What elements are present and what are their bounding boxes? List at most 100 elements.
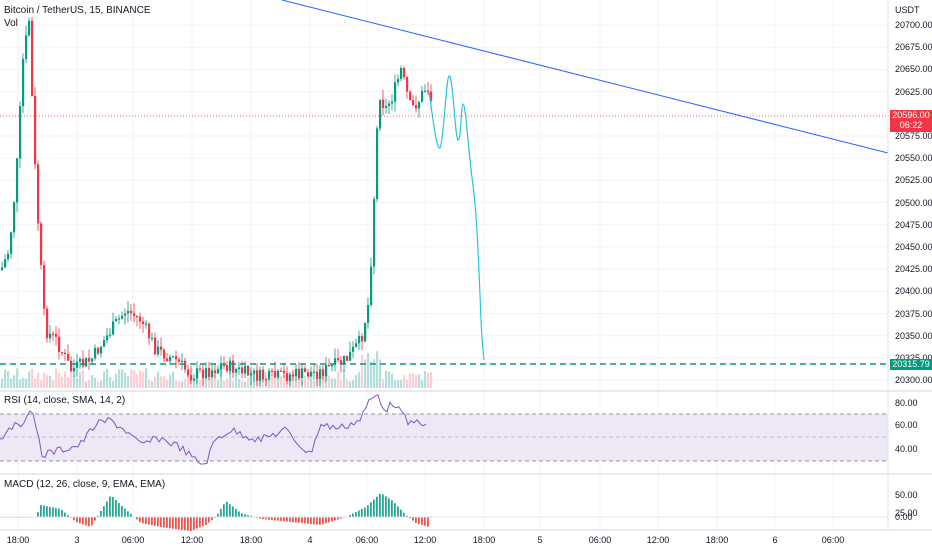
candle[interactable]	[271, 370, 274, 373]
candle[interactable]	[376, 128, 379, 200]
projection-path[interactable]	[428, 75, 485, 361]
candle[interactable]	[217, 369, 220, 374]
candle[interactable]	[121, 315, 124, 319]
candle[interactable]	[403, 68, 406, 78]
candle[interactable]	[85, 357, 88, 367]
candle[interactable]	[124, 313, 127, 316]
candle[interactable]	[424, 90, 427, 92]
candle[interactable]	[229, 360, 232, 371]
candle[interactable]	[106, 335, 109, 341]
candle[interactable]	[118, 318, 121, 320]
candle[interactable]	[388, 103, 391, 106]
candle[interactable]	[178, 359, 181, 362]
candle[interactable]	[64, 352, 67, 355]
candle[interactable]	[352, 346, 355, 352]
candle[interactable]	[223, 364, 226, 367]
candle[interactable]	[250, 373, 253, 376]
candle[interactable]	[16, 158, 19, 203]
candle[interactable]	[109, 334, 112, 336]
candle[interactable]	[304, 368, 307, 373]
candle[interactable]	[253, 370, 256, 374]
candle[interactable]	[283, 370, 286, 374]
candle[interactable]	[49, 333, 52, 339]
candle[interactable]	[226, 364, 229, 371]
candle[interactable]	[100, 346, 103, 354]
candle[interactable]	[343, 355, 346, 365]
candle[interactable]	[205, 368, 208, 378]
candle[interactable]	[355, 343, 358, 347]
candle[interactable]	[133, 313, 136, 316]
candle[interactable]	[4, 259, 7, 268]
candle[interactable]	[421, 90, 424, 102]
candle[interactable]	[91, 358, 94, 362]
candle[interactable]	[127, 310, 130, 314]
candle[interactable]	[10, 232, 13, 254]
macd-title[interactable]: MACD (12, 26, close, 9, EMA, EMA)	[4, 479, 166, 490]
candle[interactable]	[220, 364, 223, 370]
candle[interactable]	[139, 316, 142, 322]
candle[interactable]	[397, 78, 400, 83]
candle[interactable]	[364, 322, 367, 342]
candle[interactable]	[160, 346, 163, 350]
candle[interactable]	[199, 368, 202, 370]
candle[interactable]	[328, 364, 331, 367]
candle[interactable]	[73, 367, 76, 372]
candle[interactable]	[76, 361, 79, 368]
candle[interactable]	[151, 337, 154, 340]
candle[interactable]	[361, 336, 364, 342]
candle[interactable]	[196, 368, 199, 379]
candle[interactable]	[379, 99, 382, 129]
candle[interactable]	[148, 323, 151, 339]
candle[interactable]	[322, 369, 325, 377]
candle[interactable]	[7, 253, 10, 260]
candle[interactable]	[40, 223, 43, 265]
candle[interactable]	[43, 264, 46, 309]
candle[interactable]	[208, 368, 211, 377]
candle[interactable]	[46, 308, 49, 339]
candle[interactable]	[154, 337, 157, 355]
candle[interactable]	[190, 375, 193, 381]
candle[interactable]	[430, 91, 433, 102]
candle[interactable]	[211, 370, 214, 377]
candle[interactable]	[169, 356, 172, 362]
candle[interactable]	[346, 355, 349, 361]
candle[interactable]	[34, 95, 37, 165]
candle[interactable]	[337, 358, 340, 361]
volume-label[interactable]: Vol	[4, 18, 18, 29]
candle[interactable]	[13, 202, 16, 233]
candle[interactable]	[130, 310, 133, 314]
candle[interactable]	[280, 370, 283, 372]
candle[interactable]	[175, 356, 178, 360]
candle[interactable]	[202, 369, 205, 378]
candle[interactable]	[1, 267, 4, 270]
candle[interactable]	[295, 368, 298, 377]
candle[interactable]	[325, 364, 328, 377]
candle[interactable]	[415, 105, 418, 109]
candle[interactable]	[235, 369, 238, 373]
candle[interactable]	[214, 370, 217, 374]
candle[interactable]	[292, 374, 295, 377]
candle[interactable]	[301, 368, 304, 379]
candle[interactable]	[262, 369, 265, 380]
candle[interactable]	[289, 374, 292, 381]
candle[interactable]	[382, 99, 385, 108]
candle[interactable]	[247, 365, 250, 376]
candle[interactable]	[394, 82, 397, 102]
candle[interactable]	[406, 77, 409, 92]
candle[interactable]	[142, 321, 145, 325]
candle[interactable]	[103, 340, 106, 347]
candle[interactable]	[310, 372, 313, 377]
candle[interactable]	[193, 378, 196, 381]
trendline[interactable]	[281, 0, 889, 154]
candle[interactable]	[307, 372, 310, 377]
candle[interactable]	[370, 266, 373, 306]
candle[interactable]	[55, 333, 58, 337]
candle[interactable]	[349, 351, 352, 361]
candle[interactable]	[268, 370, 271, 380]
candle[interactable]	[331, 365, 334, 367]
candle[interactable]	[67, 354, 70, 361]
candle[interactable]	[274, 371, 277, 378]
rsi-title[interactable]: RSI (14, close, SMA, 14, 2)	[4, 395, 126, 406]
candle[interactable]	[316, 371, 319, 379]
